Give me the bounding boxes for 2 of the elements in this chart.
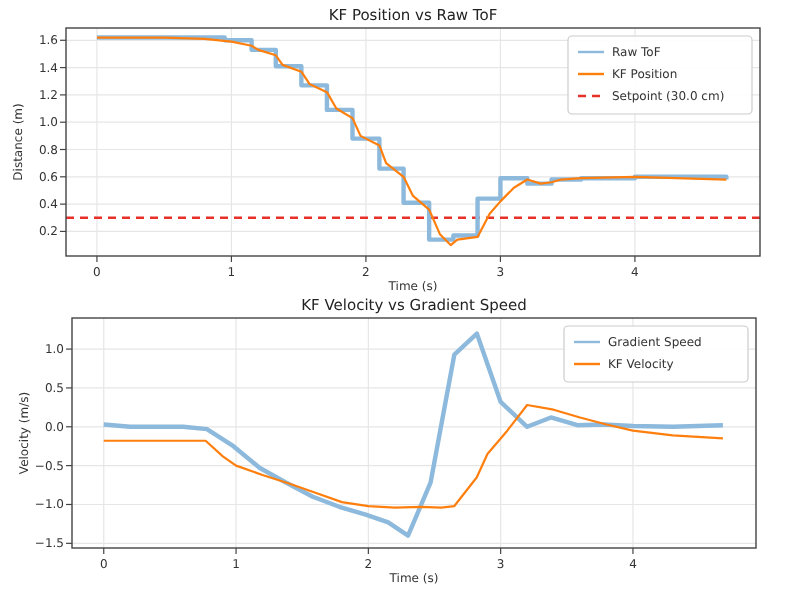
- line-series: [101, 331, 726, 538]
- line-series: [102, 403, 725, 509]
